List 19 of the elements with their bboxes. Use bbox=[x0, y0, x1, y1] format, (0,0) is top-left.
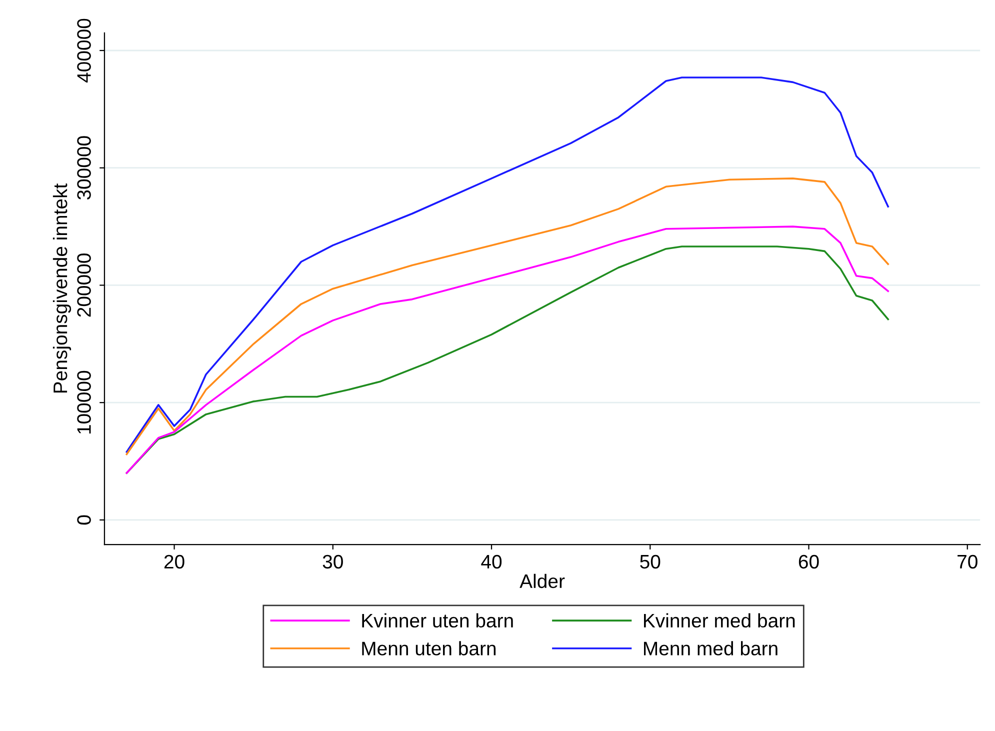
y-tick-label: 200000 bbox=[77, 254, 91, 317]
legend-label: Kvinner uten barn bbox=[362, 613, 513, 628]
y-tick-label: 0 bbox=[77, 515, 91, 525]
y-tick-label: 300000 bbox=[77, 136, 91, 200]
legend-label: Menn med barn bbox=[644, 641, 778, 656]
y-axis-title: Pensjonsgivende inntekt bbox=[52, 183, 72, 393]
y-tick-label: 400000 bbox=[77, 18, 91, 82]
y-tick-label: 100000 bbox=[77, 370, 91, 434]
x-axis-title: Alder bbox=[520, 574, 565, 588]
x-tick-label: 20 bbox=[164, 554, 184, 569]
x-tick-label: 40 bbox=[481, 554, 502, 569]
x-tick-label: 50 bbox=[640, 554, 660, 569]
x-tick-label: 60 bbox=[798, 554, 819, 569]
line-series bbox=[126, 76, 889, 453]
line-series bbox=[126, 178, 889, 456]
legend-label: Kvinner med barn bbox=[644, 613, 795, 628]
x-tick-label: 70 bbox=[958, 554, 978, 569]
x-tick-label: 30 bbox=[322, 554, 343, 569]
legend-label: Menn uten barn bbox=[362, 641, 496, 656]
